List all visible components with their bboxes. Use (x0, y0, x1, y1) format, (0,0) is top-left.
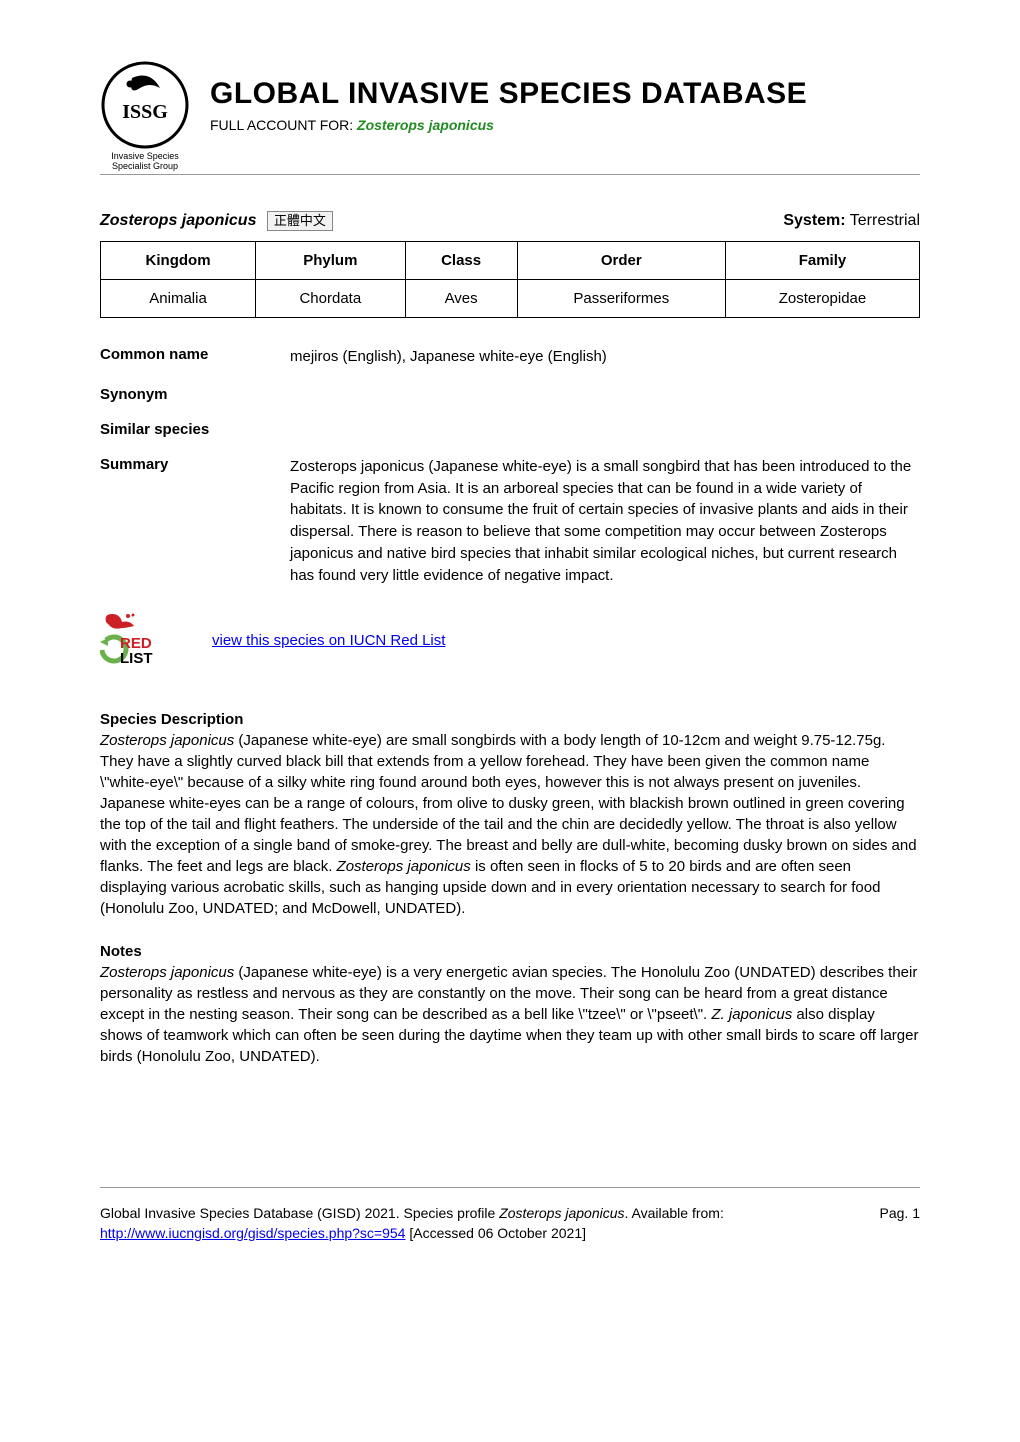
issg-logo: ISSG Invasive Species Specialist Group (100, 60, 190, 150)
tax-h-class: Class (405, 242, 517, 280)
species-row: Zosterops japonicus 正體中文 System: Terrest… (100, 211, 920, 231)
tax-kingdom: Animalia (101, 280, 256, 318)
taxonomy-data-row: Animalia Chordata Aves Passeriformes Zos… (101, 280, 920, 318)
page-header: ISSG Invasive Species Specialist Group G… (100, 60, 920, 175)
synonym-value (290, 386, 920, 403)
tax-class: Aves (405, 280, 517, 318)
redlist-link[interactable]: view this species on IUCN Red List (212, 632, 445, 649)
synonym-label: Synonym (100, 386, 290, 403)
common-name-value: mejiros (English), Japanese white-eye (E… (290, 346, 920, 368)
tax-phylum: Chordata (256, 280, 405, 318)
system-value: Terrestrial (846, 212, 920, 229)
notes-species-ital: Zosterops japonicus (100, 964, 234, 981)
redlist-row: RED LIST view this species on IUCN Red L… (100, 610, 920, 671)
tax-h-family: Family (725, 242, 919, 280)
tax-order: Passeriformes (517, 280, 725, 318)
full-account-for: FULL ACCOUNT FOR: Zosterops japonicus (210, 117, 920, 133)
citation-prefix: Global Invasive Species Database (GISD) … (100, 1205, 499, 1221)
similar-label: Similar species (100, 421, 290, 438)
header-titles: GLOBAL INVASIVE SPECIES DATABASE FULL AC… (210, 77, 920, 133)
summary-label: Summary (100, 456, 290, 587)
synonym-row: Synonym (100, 386, 920, 403)
citation-accessed: [Accessed 06 October 2021] (405, 1225, 586, 1241)
language-button[interactable]: 正體中文 (267, 211, 333, 231)
description-species-ital: Zosterops japonicus (100, 732, 234, 749)
taxonomy-header-row: Kingdom Phylum Class Order Family (101, 242, 920, 280)
description-heading: Species Description (100, 711, 920, 728)
tax-h-kingdom: Kingdom (101, 242, 256, 280)
similar-row: Similar species (100, 421, 920, 438)
summary-row: Summary Zosterops japonicus (Japanese wh… (100, 456, 920, 587)
common-name-label: Common name (100, 346, 290, 368)
common-name-row: Common name mejiros (English), Japanese … (100, 346, 920, 368)
tax-family: Zosteropidae (725, 280, 919, 318)
citation-url[interactable]: http://www.iucngisd.org/gisd/species.php… (100, 1225, 405, 1241)
citation-suffix: . Available from: (625, 1205, 724, 1221)
svg-text:LIST: LIST (120, 650, 153, 666)
account-for-prefix: FULL ACCOUNT FOR: (210, 117, 357, 133)
description-body-text: (Japanese white-eye) are small songbirds… (100, 732, 917, 917)
redlist-logo-svg: RED LIST (100, 610, 164, 666)
logo-caption-line2: Specialist Group (112, 161, 178, 171)
tax-h-order: Order (517, 242, 725, 280)
site-title: GLOBAL INVASIVE SPECIES DATABASE (210, 77, 920, 111)
description-body: Zosterops japonicus (Japanese white-eye)… (100, 730, 920, 919)
page-footer: Global Invasive Species Database (GISD) … (100, 1187, 920, 1243)
notes-body: Zosterops japonicus (Japanese white-eye)… (100, 962, 920, 1067)
svg-text:ISSG: ISSG (122, 101, 168, 123)
system-label: System: (783, 212, 845, 229)
logo-caption: Invasive Species Specialist Group (100, 152, 190, 172)
footer-citation: Global Invasive Species Database (GISD) … (100, 1204, 880, 1243)
account-species: Zosterops japonicus (357, 117, 494, 133)
issg-logo-svg: ISSG (100, 60, 190, 150)
tax-h-phylum: Phylum (256, 242, 405, 280)
footer-page: Pag. 1 (880, 1204, 920, 1243)
species-row-right: System: Terrestrial (783, 212, 920, 230)
page: ISSG Invasive Species Specialist Group G… (0, 0, 1020, 1303)
logo-caption-line1: Invasive Species (111, 151, 179, 161)
citation-species: Zosterops japonicus (499, 1205, 624, 1221)
species-name: Zosterops japonicus (100, 212, 256, 229)
taxonomy-table: Kingdom Phylum Class Order Family Animal… (100, 241, 920, 318)
species-row-left: Zosterops japonicus 正體中文 (100, 211, 333, 231)
similar-value (290, 421, 920, 438)
redlist-logo: RED LIST (100, 610, 164, 671)
summary-value: Zosterops japonicus (Japanese white-eye)… (290, 456, 920, 587)
notes-heading: Notes (100, 943, 920, 960)
